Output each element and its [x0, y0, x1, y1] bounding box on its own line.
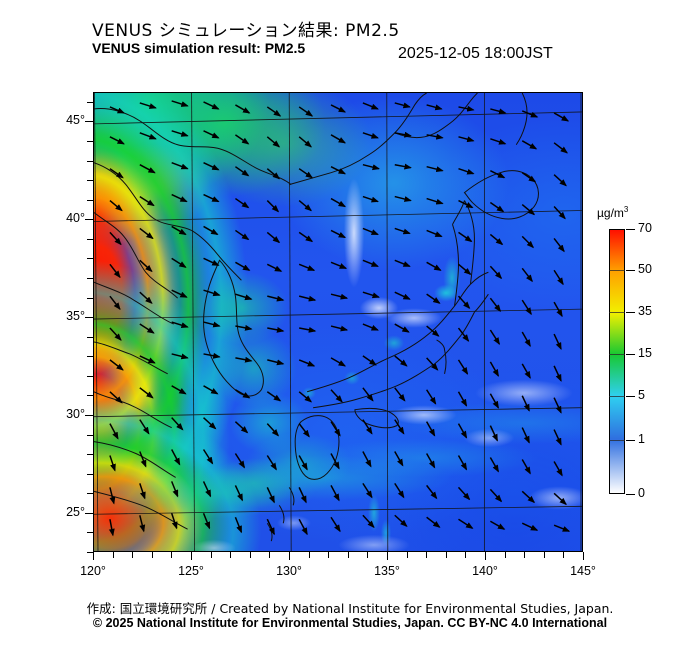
colorbar-tick [626, 354, 635, 356]
longitude-tick-minor [426, 552, 428, 558]
latitude-tick-major [85, 512, 93, 514]
longitude-tick-major [485, 552, 486, 560]
longitude-tick-minor [504, 552, 506, 558]
colorbar-unit-prefix: µg/m [597, 206, 624, 220]
longitude-tick-major [387, 552, 388, 560]
latitude-tick-major [85, 219, 93, 221]
colorbar[interactable] [609, 229, 625, 494]
colorbar-tick [626, 270, 635, 272]
latitude-tick-minor [87, 199, 93, 201]
longitude-tick-label: 120° [80, 564, 106, 578]
latitude-tick-minor [87, 473, 93, 475]
longitude-tick-minor [328, 552, 330, 558]
longitude-tick-minor [171, 552, 173, 558]
colorbar-tick-label: 15 [638, 346, 652, 361]
colorbar-tick [626, 494, 635, 495]
colorbar-tick [626, 439, 635, 441]
latitude-tick-minor [87, 434, 93, 436]
colorbar-tick [626, 312, 635, 314]
latitude-tick-minor [87, 454, 93, 456]
colorbar-tick [626, 396, 635, 398]
latitude-tick-minor [87, 532, 93, 534]
latitude-tick-minor [87, 238, 93, 240]
latitude-tick-major [85, 317, 93, 319]
page-title-japanese: VENUS シミュレーション結果: PM2.5 [92, 21, 400, 41]
longitude-tick-label: 135° [374, 564, 400, 578]
latitude-tick-minor [87, 277, 93, 279]
latitude-tick-label: 35° [66, 309, 85, 324]
timestamp-label: 2025-12-05 18:00JST [398, 45, 553, 62]
longitude-tick-major [93, 552, 94, 560]
longitude-tick-minor [269, 552, 271, 558]
colorbar-tick-label: 35 [638, 304, 652, 319]
colorbar-tick-label: 0 [638, 486, 645, 500]
longitude-tick-minor [151, 552, 153, 558]
longitude-tick-minor [132, 552, 134, 558]
longitude-tick-minor [249, 552, 251, 558]
longitude-tick-minor [543, 552, 545, 558]
colorbar-tick-label: 1 [638, 431, 645, 446]
latitude-tick-label: 45° [66, 113, 85, 128]
pm25-concentration-field [94, 93, 582, 551]
map-plot-area[interactable] [93, 92, 583, 552]
latitude-tick-label: 30° [66, 406, 85, 421]
latitude-tick-minor [87, 160, 93, 162]
longitude-tick-minor [465, 552, 467, 558]
longitude-tick-minor [445, 552, 447, 558]
low-value-wisps-layer [94, 93, 582, 551]
longitude-tick-label: 145° [570, 564, 596, 578]
latitude-tick-minor [87, 395, 93, 397]
longitude-tick-major [289, 552, 290, 560]
latitude-tick-minor [87, 180, 93, 182]
colorbar-unit-exponent: 3 [623, 205, 629, 214]
credit-line: 作成: 国立環境研究所 / Created by National Instit… [86, 601, 614, 616]
latitude-tick-minor [87, 297, 93, 299]
longitude-tick-label: 125° [178, 564, 204, 578]
latitude-tick-minor [87, 140, 93, 142]
latitude-tick-label: 40° [66, 211, 85, 226]
latitude-tick-minor [87, 336, 93, 338]
colorbar-tick-label: 5 [638, 388, 645, 403]
colorbar-tick-inner [609, 270, 625, 272]
latitude-tick-label: 25° [66, 504, 85, 519]
colorbar-tick-inner [609, 312, 625, 314]
latitude-tick-minor [87, 258, 93, 260]
license-line: © 2025 National Institute for Environmen… [92, 616, 608, 630]
colorbar-gradient [610, 230, 624, 493]
colorbar-tick-label: 70 [638, 221, 652, 235]
longitude-tick-minor [308, 552, 310, 558]
longitude-tick-minor [524, 552, 526, 558]
page-title-english: VENUS simulation result: PM2.5 [92, 40, 306, 56]
longitude-tick-minor [230, 552, 232, 558]
colorbar-tick [626, 229, 635, 230]
latitude-tick-minor [87, 101, 93, 103]
colorbar-tick-inner [609, 354, 625, 356]
longitude-tick-minor [563, 552, 565, 558]
longitude-tick-minor [210, 552, 212, 558]
colorbar-tick-inner [609, 396, 625, 398]
longitude-tick-minor [367, 552, 369, 558]
longitude-tick-minor [406, 552, 408, 558]
latitude-tick-minor [87, 552, 93, 553]
latitude-tick-minor [87, 493, 93, 495]
colorbar-tick-label: 50 [638, 262, 652, 277]
longitude-tick-major [191, 552, 192, 560]
longitude-tick-label: 140° [472, 564, 498, 578]
latitude-tick-major [85, 414, 93, 416]
latitude-tick-minor [87, 375, 93, 377]
longitude-tick-minor [112, 552, 114, 558]
longitude-tick-label: 130° [276, 564, 302, 578]
latitude-tick-minor [87, 356, 93, 358]
longitude-tick-minor [347, 552, 349, 558]
colorbar-unit-label: µg/m3 [597, 205, 628, 220]
longitude-tick-major [583, 552, 584, 560]
latitude-tick-major [85, 121, 93, 123]
colorbar-tick-inner [609, 439, 625, 441]
